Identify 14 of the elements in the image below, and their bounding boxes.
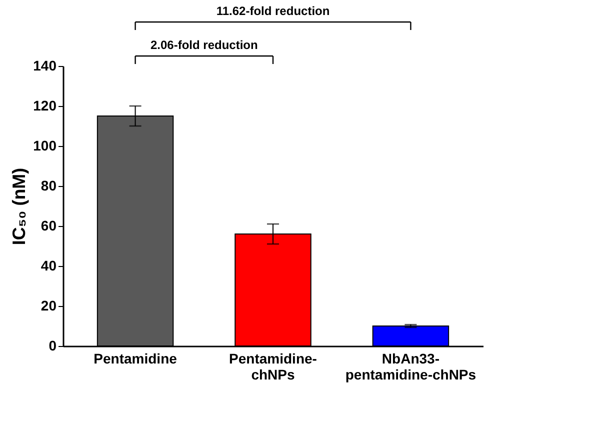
x-tick-label: NbAn33-pentamidine-chNPs (345, 350, 476, 382)
x-tick-label: Pentamidine-chNPs (229, 350, 318, 382)
y-tick-label: 40 (40, 258, 57, 274)
text: 11.62-fold reduction (216, 4, 330, 18)
y-tick-label: 20 (40, 298, 57, 314)
x-tick-label: Pentamidine (94, 350, 178, 366)
y-tick-label: 120 (33, 98, 57, 114)
text: 2.06-fold reduction (150, 38, 258, 52)
y-tick-label: 140 (33, 58, 57, 74)
y-axis-title: IC₅₀ (nM) (9, 168, 30, 246)
y-tick-label: 100 (33, 138, 57, 154)
y-tick-label: 0 (48, 338, 57, 354)
y-tick-label: 80 (40, 178, 57, 194)
y-tick-label: 60 (40, 218, 57, 234)
